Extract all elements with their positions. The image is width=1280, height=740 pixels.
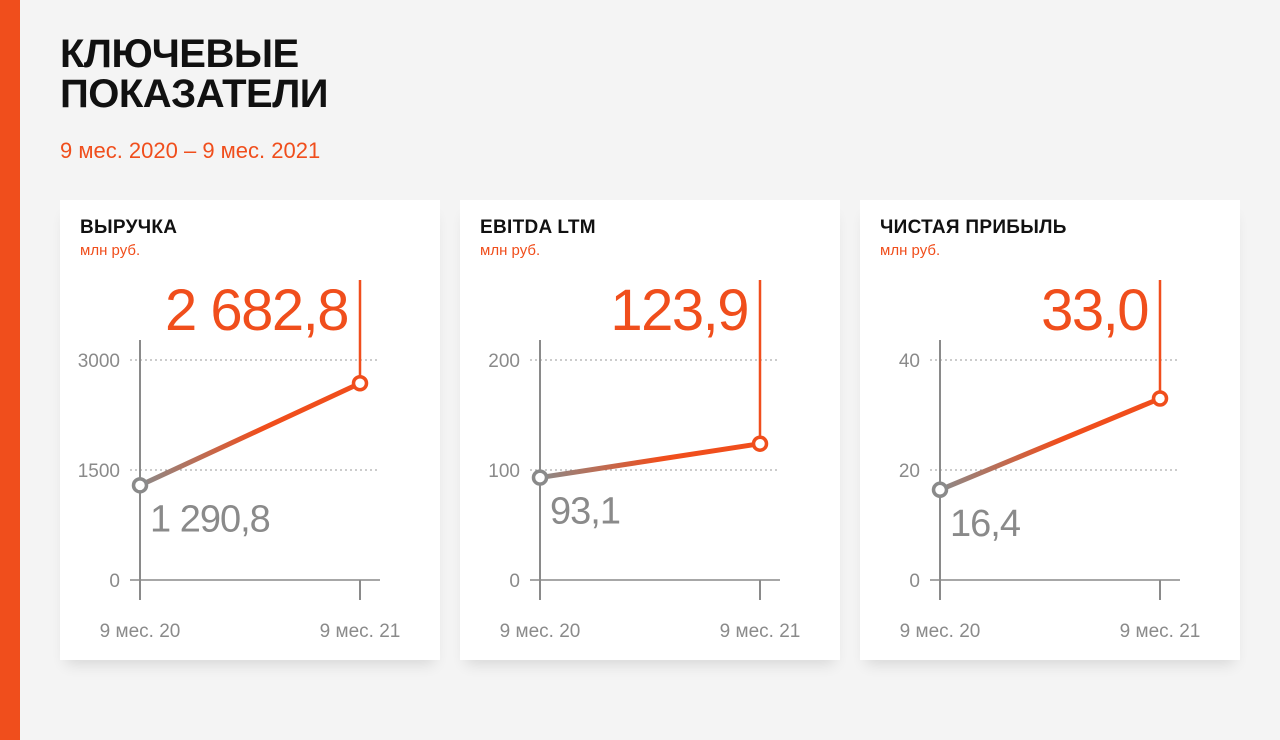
x-tick-label: 9 мес. 21: [1120, 621, 1201, 642]
data-label: 93,1: [550, 491, 620, 533]
data-label: 1 290,8: [150, 498, 270, 540]
y-tick-label: 100: [488, 461, 520, 482]
y-tick-label: 200: [488, 351, 520, 372]
data-label: 2 682,8: [165, 278, 348, 343]
page-title: КЛЮЧЕВЫЕ ПОКАЗАТЕЛИ: [60, 32, 329, 116]
y-tick-label: 0: [509, 571, 520, 592]
card-unit: млн руб.: [80, 242, 141, 259]
data-label: 123,9: [610, 278, 748, 343]
data-point: [1151, 390, 1169, 407]
card-title: EBITDA LTM: [480, 217, 596, 238]
x-tick-label: 9 мес. 20: [100, 621, 181, 642]
card-title: ЧИСТАЯ ПРИБЫЛЬ: [880, 217, 1067, 238]
y-tick-label: 1500: [78, 461, 120, 482]
x-tick-label: 9 мес. 21: [320, 621, 401, 642]
card-unit: млн руб.: [880, 242, 941, 259]
data-label: 33,0: [1041, 278, 1148, 343]
y-tick-label: 20: [899, 461, 920, 482]
card-title: ВЫРУЧКА: [80, 217, 178, 238]
page-subtitle: 9 мес. 2020 – 9 мес. 2021: [60, 138, 321, 163]
data-point: [131, 477, 149, 494]
card-ebitda: EBITDA LTM млн руб. 0 100 200 9 мес. 20 9 ме…: [460, 200, 840, 660]
revenue-chart: 0 1500 3000 9 мес. 20 9 мес. 21 1 290,8 2 682,…: [78, 278, 401, 642]
data-point: [751, 435, 769, 452]
net-profit-chart: 0 20 40 9 мес. 20 9 мес. 21 16,4 33,0: [899, 278, 1201, 642]
series-line: [137, 380, 363, 488]
x-tick-label: 9 мес. 21: [720, 621, 801, 642]
x-tick-label: 9 мес. 20: [900, 621, 981, 642]
y-tick-label: 0: [109, 571, 120, 592]
series-line: [937, 396, 1163, 493]
card-net-profit: ЧИСТАЯ ПРИБЫЛЬ млн руб. 0 20 40 9 мес. 20 9 …: [860, 200, 1240, 660]
card-unit: млн руб.: [480, 242, 541, 259]
data-point: [931, 481, 949, 499]
y-tick-label: 3000: [78, 351, 120, 372]
ebitda-chart: 0 100 200 9 мес. 20 9 мес. 21 93,1 123,9: [488, 278, 801, 642]
card-revenue: ВЫРУЧКА млн руб. 0 1500 3000 9 мес. 20 9 мес…: [60, 200, 440, 660]
series-line: [537, 441, 763, 481]
y-tick-label: 40: [899, 351, 920, 372]
y-tick-label: 0: [909, 571, 920, 592]
x-tick-label: 9 мес. 20: [500, 621, 581, 642]
data-point: [531, 469, 549, 486]
data-label: 16,4: [950, 503, 1021, 545]
accent-bar: [0, 0, 20, 740]
data-point: [351, 375, 369, 392]
